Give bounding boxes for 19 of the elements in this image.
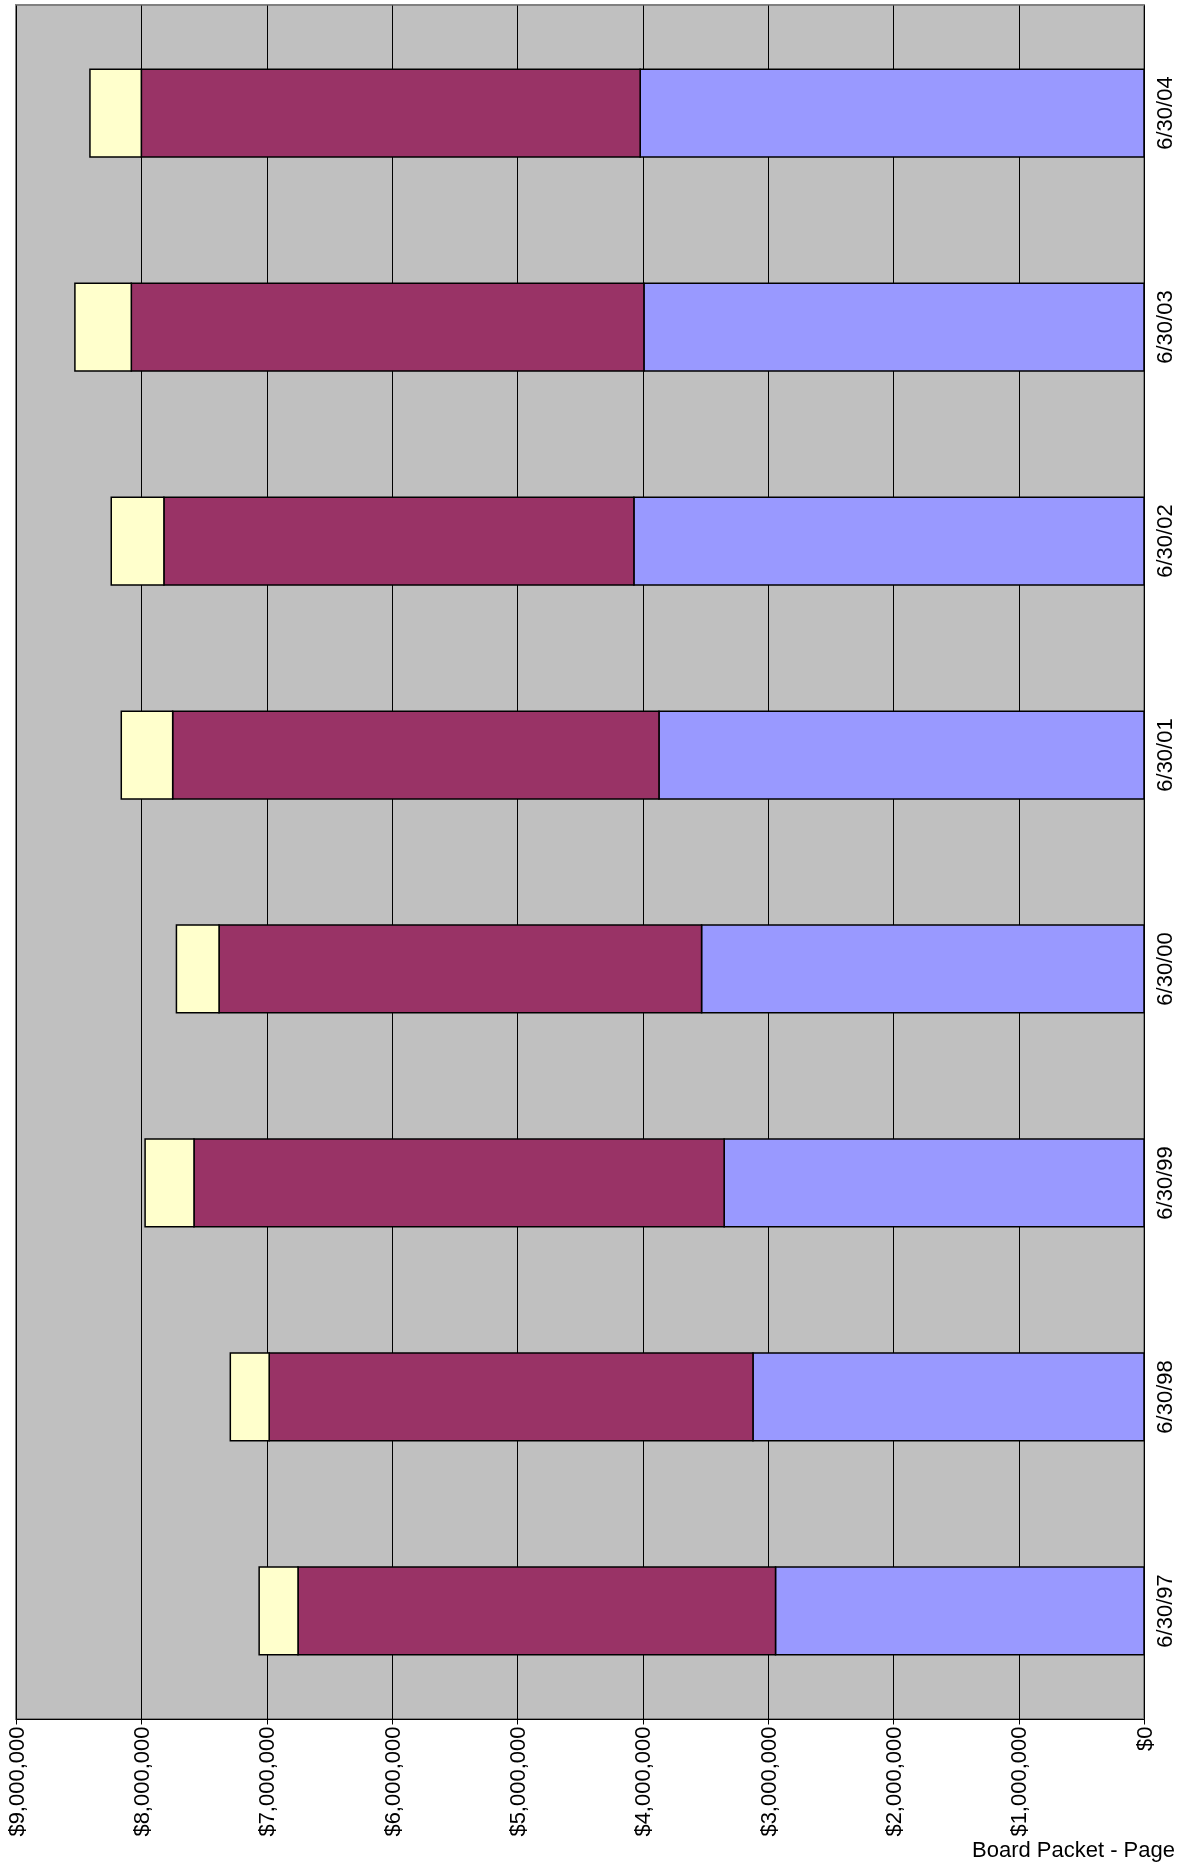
x-tick-label: $5,000,000	[504, 1726, 530, 1837]
x-tick-label: $6,000,000	[379, 1726, 405, 1837]
y-tick-label: 6/30/97	[1151, 1574, 1177, 1648]
x-tick-label: $9,000,000	[3, 1726, 29, 1837]
x-tick-label: $3,000,000	[755, 1726, 781, 1837]
y-tick-label: 6/30/99	[1151, 1146, 1177, 1220]
y-tick-label: 6/30/02	[1151, 504, 1177, 578]
x-tick-label: $4,000,000	[630, 1726, 656, 1837]
x-tick-label: $1,000,000	[1006, 1726, 1032, 1837]
y-tick-label: 6/30/01	[1151, 718, 1177, 792]
y-tick-label: 6/30/03	[1151, 290, 1177, 364]
x-tick-label: $2,000,000	[880, 1726, 906, 1837]
y-tick-label: 6/30/04	[1151, 76, 1177, 150]
x-tick-label: $7,000,000	[254, 1726, 280, 1837]
x-tick-label: $8,000,000	[128, 1726, 154, 1837]
y-tick-label: 6/30/98	[1151, 1360, 1177, 1434]
x-tick-label: $0	[1131, 1726, 1157, 1751]
text: Board Packet - Page	[971, 1837, 1175, 1863]
y-tick-label: 6/30/00	[1151, 932, 1177, 1006]
